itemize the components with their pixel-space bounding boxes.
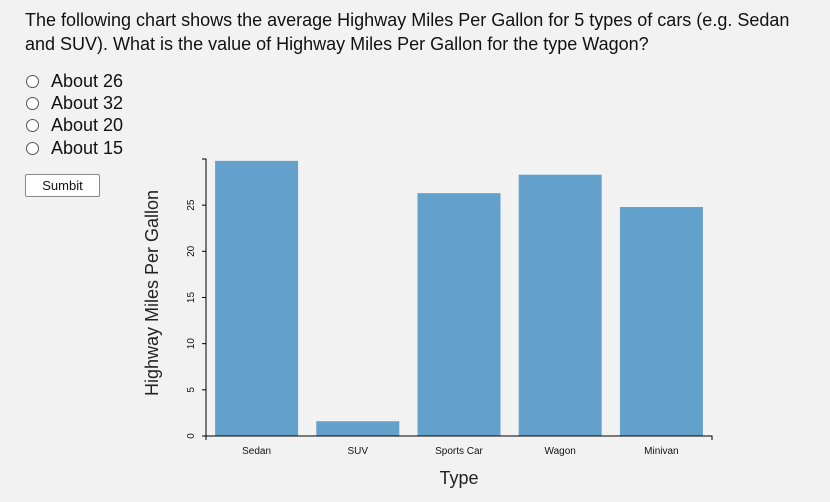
x-tick-label: Minivan [644, 446, 678, 457]
answer-options: About 26 About 32 About 20 About 15 [25, 70, 123, 159]
y-tick-label: 15 [186, 292, 197, 304]
y-tick-label: 10 [186, 338, 197, 350]
bar-sedan [215, 160, 299, 436]
x-axis-title: Type [439, 468, 478, 488]
radio-button-icon[interactable] [26, 141, 39, 155]
bars-group [215, 160, 703, 437]
bar-sports-car [417, 193, 501, 436]
option-label: About 15 [51, 137, 124, 158]
option-about-32[interactable]: About 32 [25, 92, 123, 114]
option-label: About 32 [51, 92, 124, 113]
submit-button[interactable]: Sumbit [25, 174, 100, 197]
option-about-26[interactable]: About 26 [25, 70, 123, 92]
x-tick-label: Sedan [242, 446, 271, 457]
y-tick-label: 5 [186, 387, 197, 393]
x-axis: Sedan SUV Sports Car Wagon Minivan [205, 435, 713, 457]
bar-wagon [518, 174, 602, 437]
y-tick-label: 20 [186, 245, 197, 257]
bar-minivan [619, 207, 703, 436]
bar-suv [316, 421, 400, 436]
option-label: About 26 [51, 70, 124, 91]
x-axis-line [205, 435, 713, 440]
y-tick-label: 0 [186, 433, 197, 439]
radio-button-icon[interactable] [26, 119, 39, 133]
radio-button-icon[interactable] [26, 74, 39, 88]
x-tick-label: SUV [348, 446, 369, 457]
option-label: About 20 [51, 115, 124, 136]
x-tick-label: Sports Car [435, 446, 483, 457]
x-tick-label: Wagon [545, 446, 576, 457]
y-axis-title: Highway Miles Per Gallon [142, 190, 162, 396]
option-about-15[interactable]: About 15 [25, 137, 123, 159]
question-text: The following chart shows the average Hi… [25, 10, 790, 54]
radio-button-icon[interactable] [26, 96, 39, 110]
y-axis: 0 5 10 15 20 25 [186, 158, 207, 439]
y-tick-label: 25 [186, 199, 197, 211]
option-about-20[interactable]: About 20 [25, 115, 123, 137]
